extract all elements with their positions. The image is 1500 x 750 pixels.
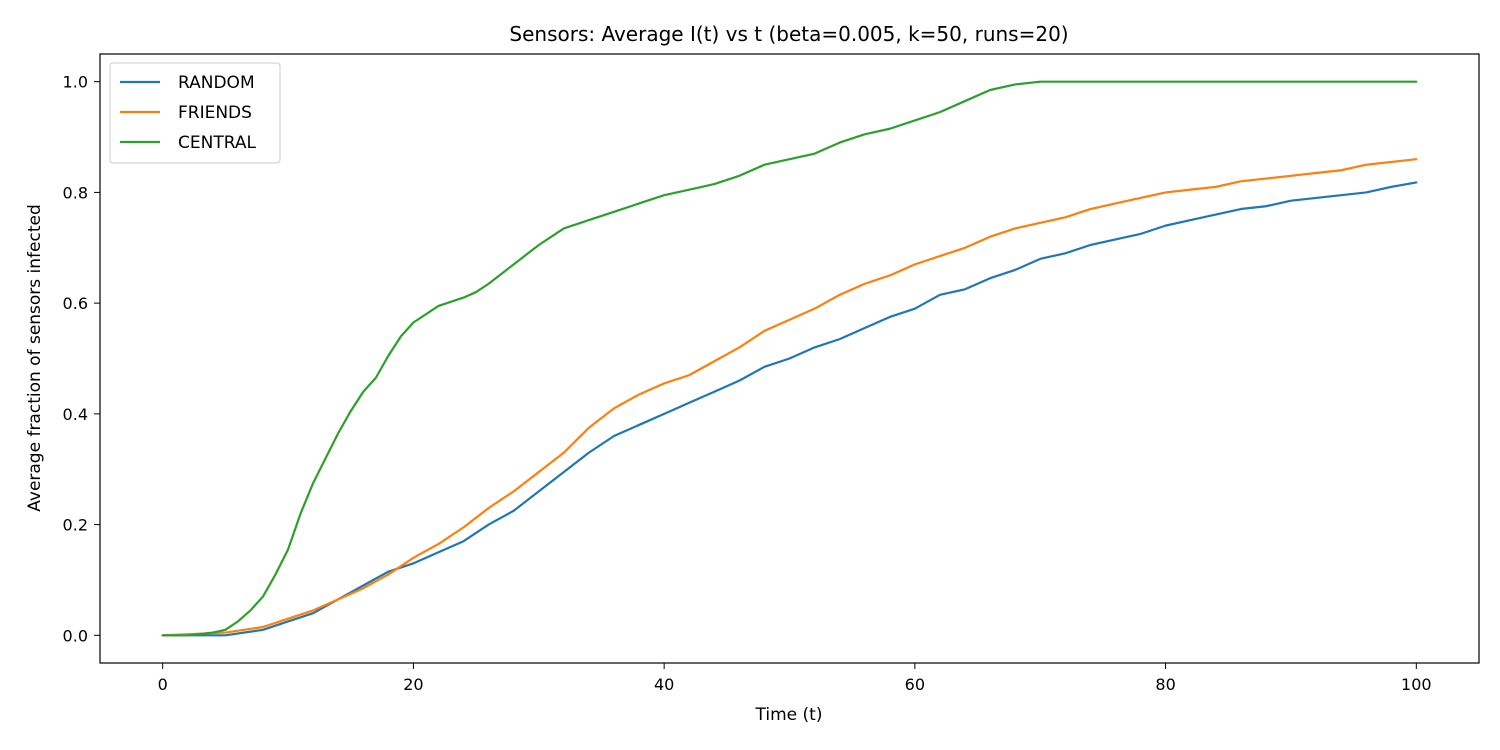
series-layer [161,80,1418,637]
x-tick-label: 0 [158,675,168,694]
x-tick-label: 60 [905,675,925,694]
x-tick-label: 20 [403,675,423,694]
x-axis: 0 20 40 60 80 100 [158,663,1432,694]
x-tick-label: 80 [1155,675,1175,694]
plot-frame [99,53,1480,664]
legend-box [109,62,281,164]
series-line-friends [161,158,1418,637]
y-tick-label: 0.0 [63,626,88,645]
legend: RANDOM FRIENDS CENTRAL [109,62,281,164]
legend-label: CENTRAL [178,133,256,153]
y-tick-label: 0.4 [63,405,88,424]
x-tick-label: 100 [1401,675,1432,694]
y-tick-label: 0.2 [63,516,88,535]
y-axis: 0.0 0.2 0.4 0.6 0.8 1.0 [63,73,100,645]
x-axis-label: Time (t) [755,705,823,725]
series-line-central [161,80,1418,637]
legend-label: RANDOM [178,73,255,93]
series-line-random [161,181,1418,637]
y-tick-label: 1.0 [63,73,88,92]
chart-title: Sensors: Average I(t) vs t (beta=0.005, … [509,22,1068,46]
x-tick-label: 40 [654,675,674,694]
y-tick-label: 0.8 [63,183,88,202]
y-tick-label: 0.6 [63,294,88,313]
legend-label: FRIENDS [178,103,252,123]
y-axis-label: Average fraction of sensors infected [25,204,45,512]
